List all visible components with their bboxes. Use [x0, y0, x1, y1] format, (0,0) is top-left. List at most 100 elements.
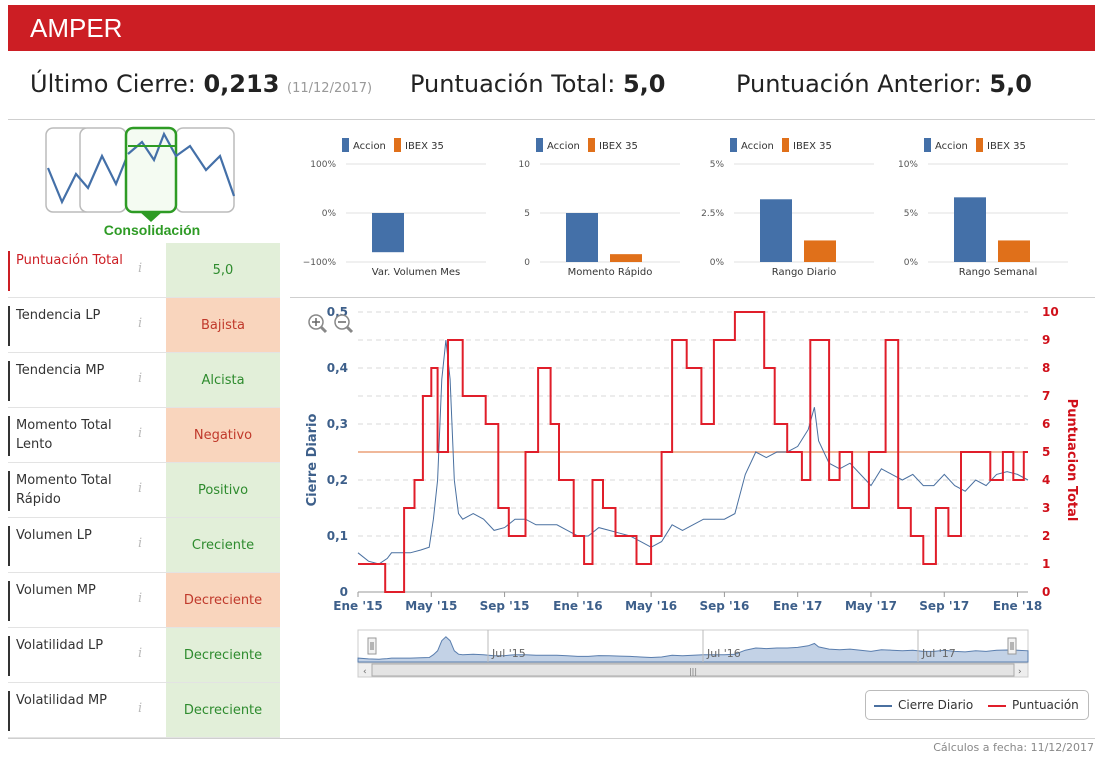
x-tick-label: Ene '17	[773, 599, 822, 613]
bar[interactable]	[372, 213, 404, 253]
bar[interactable]	[610, 254, 642, 262]
chart-rango-semanal: Accion IBEX 35 10% 5% 0% Rango Semanal	[898, 138, 1068, 278]
legend-swatch-icon	[782, 138, 789, 152]
row-volatilidad-lp: Volatilidad LP i Decreciente	[8, 628, 280, 683]
chart-legend: Cierre Diario Puntuación	[865, 690, 1089, 720]
legend-label: Accion	[353, 141, 386, 152]
row-volumen-mp: Volumen MP i Decreciente	[8, 573, 280, 628]
y-right-tick-label: 3	[1042, 501, 1050, 515]
chart-momento-rapido: Accion IBEX 35 10 5 0 Momento Rápido	[519, 138, 680, 278]
last-close-date: (11/12/2017)	[287, 81, 373, 96]
y-right-tick-label: 7	[1042, 389, 1050, 403]
bar[interactable]	[760, 199, 792, 262]
row-value: Alcista	[166, 353, 280, 407]
x-tick-label: May '17	[845, 599, 897, 613]
info-icon[interactable]: i	[138, 316, 143, 331]
zoom-out-icon[interactable]	[334, 314, 354, 334]
legend-label: IBEX 35	[987, 141, 1026, 152]
y-left-tick-label: 0,3	[327, 417, 348, 431]
legend-label: Accion	[741, 141, 774, 152]
y-left-tick-label: 0,1	[327, 529, 348, 543]
y-right-tick-label: 10	[1042, 305, 1059, 319]
x-tick-label: Sep '15	[480, 599, 530, 613]
y-right-tick-label: 6	[1042, 417, 1050, 431]
row-value: 5,0	[166, 243, 280, 297]
y-left-tick-label: 0,2	[327, 473, 348, 487]
y-tick-label: 100%	[310, 160, 336, 170]
chart-title: Rango Diario	[772, 267, 836, 278]
row-label: Puntuación Total	[8, 251, 136, 291]
row-value: Decreciente	[166, 683, 280, 737]
chart-rango-diario: Accion IBEX 35 5% 2.5% 0% Rango Diario	[701, 138, 874, 278]
bar[interactable]	[998, 240, 1030, 262]
bar[interactable]	[566, 213, 598, 262]
navigator-scrollbar[interactable]: ‹ › |||	[357, 662, 1029, 678]
y-left-axis-title: Cierre Diario	[305, 414, 320, 507]
legend-label: Cierre Diario	[898, 698, 974, 712]
last-close-stat: Último Cierre: 0,213 (11/12/2017)	[30, 70, 372, 98]
scroll-left-icon[interactable]: ‹	[363, 667, 367, 677]
legend-item-cierre[interactable]: Cierre Diario	[874, 698, 973, 712]
scroll-right-icon[interactable]: ›	[1018, 667, 1022, 677]
info-icon[interactable]: i	[138, 481, 143, 496]
legend-label: Accion	[935, 141, 968, 152]
legend-label: Accion	[547, 141, 580, 152]
calc-date: Cálculos a fecha: 11/12/2017	[933, 741, 1094, 754]
previous-score-value: 5,0	[989, 70, 1032, 98]
x-tick-label: Sep '17	[919, 599, 969, 613]
info-icon[interactable]: i	[138, 261, 143, 276]
footer-divider	[8, 738, 1095, 739]
y-left-tick-label: 0	[340, 585, 348, 599]
info-icon[interactable]: i	[138, 646, 143, 661]
x-tick-label: May '15	[405, 599, 457, 613]
series-puntuacion-line[interactable]	[358, 311, 1028, 593]
info-icon[interactable]: i	[138, 701, 143, 716]
y-right-tick-label: 4	[1042, 473, 1050, 487]
y-tick-label: 10	[519, 160, 531, 170]
info-icon[interactable]: i	[138, 591, 143, 606]
company-title: AMPER	[30, 13, 123, 43]
legend-label: IBEX 35	[405, 141, 444, 152]
pattern-illustration-icon	[45, 126, 236, 222]
y-right-tick-label: 5	[1042, 445, 1050, 459]
y-tick-label: 5	[524, 209, 530, 219]
x-tick-label: May '16	[625, 599, 677, 613]
bar[interactable]	[804, 240, 836, 262]
range-navigator[interactable]: Jul '15 Jul '16 Jul '17	[357, 629, 1029, 663]
scroll-grip-icon[interactable]: |||	[689, 667, 697, 676]
info-icon[interactable]: i	[138, 371, 143, 386]
score-table: Puntuación Total i 5,0 Tendencia LP i Ba…	[8, 243, 280, 738]
legend-swatch-icon	[588, 138, 595, 152]
zoom-in-icon[interactable]	[308, 314, 328, 334]
row-puntuacion-total: Puntuación Total i 5,0	[8, 243, 280, 298]
info-icon[interactable]: i	[138, 536, 143, 551]
row-label: Volumen LP	[8, 526, 136, 566]
navigator-handle[interactable]	[367, 637, 377, 655]
y-tick-label: −100%	[303, 258, 337, 268]
pattern-label: Consolidación	[103, 222, 201, 238]
chart-title: Momento Rápido	[568, 266, 653, 278]
section-divider	[290, 297, 1095, 298]
legend-label: Puntuación	[1012, 698, 1079, 712]
navigator-handle[interactable]	[1007, 637, 1017, 655]
navigator-label: Jul '17	[921, 647, 956, 660]
y-tick-label: 0%	[710, 258, 725, 268]
chart-var-volumen-mes: Accion IBEX 35 100% 0% −100% Var. Volumen Mes	[303, 138, 486, 278]
row-momento-total-rapido: Momento Total Rápido i Positivo	[8, 463, 280, 518]
row-label: Volumen MP	[8, 581, 136, 621]
chart-title: Rango Semanal	[959, 267, 1037, 278]
x-tick-label: Ene '15	[333, 599, 382, 613]
info-icon[interactable]: i	[138, 426, 143, 441]
series-cierre-diario-line[interactable]	[357, 339, 1029, 565]
legend-item-puntuacion[interactable]: Puntuación	[988, 698, 1079, 712]
row-tendencia-lp: Tendencia LP i Bajista	[8, 298, 280, 353]
previous-score-label: Puntuación Anterior:	[736, 70, 982, 98]
row-label: Tendencia MP	[8, 361, 136, 401]
bar[interactable]	[954, 197, 986, 262]
row-label: Momento Total Lento	[8, 416, 136, 456]
y-right-tick-label: 1	[1042, 557, 1050, 571]
navigator-label: Jul '16	[706, 647, 741, 660]
navigator-label: Jul '15	[491, 647, 526, 660]
